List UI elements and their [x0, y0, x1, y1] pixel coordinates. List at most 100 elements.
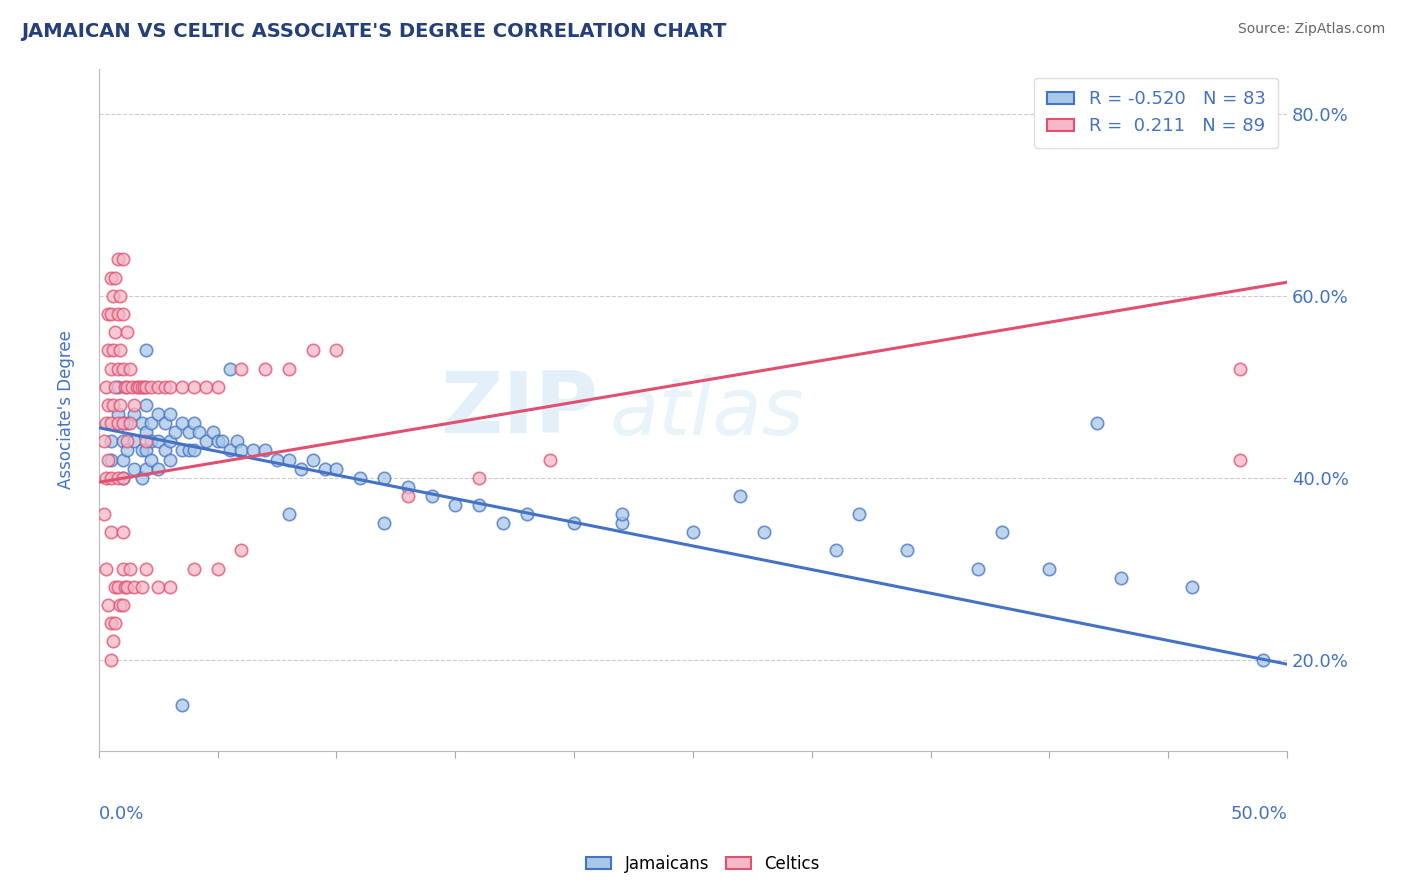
Point [1109, 571, 1132, 585]
Point [108, 343, 131, 358]
Point [183, 562, 205, 576]
Point [301, 452, 323, 467]
Point [967, 562, 990, 576]
Point [1253, 652, 1275, 666]
Point [148, 407, 170, 421]
Point [135, 398, 157, 412]
Point [111, 471, 134, 485]
Point [100, 434, 122, 449]
Point [682, 525, 704, 540]
Point [325, 461, 347, 475]
Point [97, 343, 120, 358]
Point [100, 652, 122, 666]
Point [101, 398, 124, 412]
Point [325, 343, 347, 358]
Point [207, 434, 229, 449]
Point [187, 425, 209, 440]
Point [135, 380, 157, 394]
Point [104, 270, 127, 285]
Point [107, 380, 129, 394]
Point [131, 471, 153, 485]
Point [107, 471, 129, 485]
Point [148, 461, 170, 475]
Point [118, 361, 141, 376]
Point [107, 580, 129, 594]
Point [148, 580, 170, 594]
Point [159, 580, 181, 594]
Point [135, 434, 157, 449]
Point [135, 343, 157, 358]
Point [231, 361, 253, 376]
Point [218, 361, 240, 376]
Point [118, 562, 141, 576]
Point [266, 452, 288, 467]
Point [100, 416, 122, 430]
Point [100, 471, 122, 485]
Point [1181, 580, 1204, 594]
Point [111, 434, 134, 449]
Text: Source: ZipAtlas.com: Source: ZipAtlas.com [1237, 22, 1385, 37]
Point [100, 525, 122, 540]
Point [373, 516, 395, 531]
Point [101, 343, 124, 358]
Point [148, 434, 170, 449]
Point [104, 616, 127, 631]
Point [117, 580, 139, 594]
Point [277, 507, 299, 521]
Point [94, 471, 117, 485]
Point [100, 616, 122, 631]
Point [1229, 361, 1251, 376]
Point [111, 452, 134, 467]
Text: 0.0%: 0.0% [98, 805, 145, 823]
Point [1085, 416, 1108, 430]
Point [117, 380, 139, 394]
Point [155, 416, 177, 430]
Point [159, 452, 181, 467]
Point [108, 289, 131, 303]
Point [730, 489, 752, 503]
Point [301, 343, 323, 358]
Text: atlas: atlas [610, 374, 804, 452]
Point [104, 325, 127, 339]
Point [148, 380, 170, 394]
Point [1038, 562, 1060, 576]
Point [754, 525, 776, 540]
Point [1229, 452, 1251, 467]
Point [111, 525, 134, 540]
Point [468, 498, 491, 512]
Point [231, 543, 253, 558]
Point [108, 398, 131, 412]
Point [420, 489, 443, 503]
Point [132, 380, 155, 394]
Point [139, 380, 162, 394]
Point [254, 443, 277, 458]
Point [290, 461, 312, 475]
Point [94, 380, 117, 394]
Point [163, 425, 186, 440]
Point [97, 307, 120, 321]
Point [131, 416, 153, 430]
Point [124, 407, 146, 421]
Point [93, 434, 115, 449]
Point [159, 407, 181, 421]
Point [492, 516, 515, 531]
Point [277, 452, 299, 467]
Point [111, 598, 134, 612]
Point [194, 434, 217, 449]
Point [225, 434, 247, 449]
Text: ZIP: ZIP [440, 368, 598, 451]
Point [100, 361, 122, 376]
Point [107, 361, 129, 376]
Point [349, 471, 371, 485]
Point [111, 471, 134, 485]
Point [139, 416, 162, 430]
Point [824, 543, 846, 558]
Point [94, 416, 117, 430]
Point [111, 416, 134, 430]
Point [111, 562, 134, 576]
Point [108, 598, 131, 612]
Point [104, 380, 127, 394]
Point [111, 307, 134, 321]
Point [177, 425, 200, 440]
Point [94, 562, 117, 576]
